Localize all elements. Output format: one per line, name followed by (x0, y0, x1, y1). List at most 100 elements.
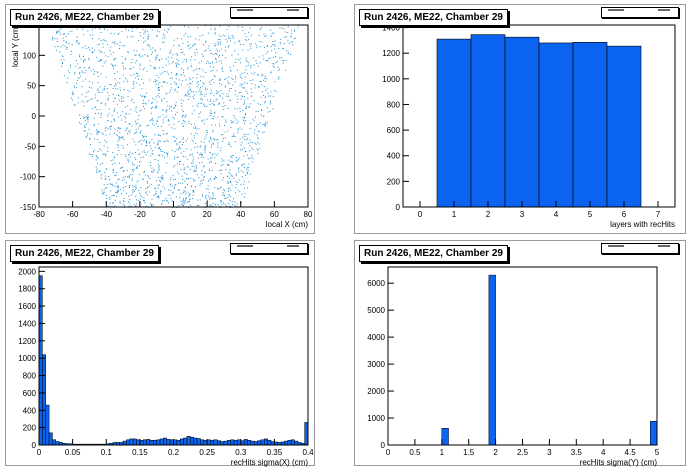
hit-point (151, 106, 153, 108)
hist-bin (190, 436, 194, 446)
hit-point (136, 131, 138, 133)
hit-point (100, 32, 102, 33)
hit-point (100, 39, 102, 41)
hit-point (209, 179, 211, 181)
hit-point (156, 36, 158, 37)
hit-point (214, 112, 216, 114)
hit-point (140, 130, 142, 132)
hit-point (129, 184, 131, 186)
hit-point (141, 95, 143, 97)
hit-point (171, 87, 173, 89)
hit-point (214, 187, 216, 189)
hit-point (76, 36, 78, 38)
hit-point (97, 44, 99, 46)
hit-point (252, 79, 254, 81)
hit-point (67, 70, 69, 72)
hit-point (105, 187, 107, 189)
hit-point (110, 84, 112, 86)
hit-point (130, 74, 132, 76)
hit-point (210, 84, 212, 85)
hit-point (141, 151, 143, 153)
hit-point (247, 167, 249, 169)
hist-bin (122, 440, 127, 446)
hit-point (247, 157, 249, 159)
hit-point (242, 176, 243, 178)
hit-point (228, 194, 230, 196)
hit-point (229, 66, 231, 68)
hit-point (182, 179, 184, 180)
hit-point (198, 84, 200, 86)
hit-point (212, 195, 214, 196)
hit-point (175, 62, 177, 64)
hit-point (80, 75, 82, 77)
hit-point (215, 59, 217, 61)
hit-point (90, 144, 91, 146)
hit-point (149, 185, 151, 187)
hit-point (255, 143, 257, 145)
hist-bin (142, 439, 147, 446)
y-tick-label: 3000 (367, 360, 385, 369)
hit-point (193, 190, 194, 192)
hit-point (165, 197, 167, 199)
hit-point (99, 148, 101, 150)
hit-point (111, 41, 113, 43)
hit-point (151, 167, 153, 169)
hit-point (178, 86, 180, 88)
hit-point (245, 107, 247, 109)
hit-point (52, 36, 53, 38)
hit-point (265, 123, 267, 125)
hit-point (152, 153, 154, 155)
hit-point (182, 115, 183, 117)
hit-point (161, 178, 163, 180)
hit-point (207, 47, 209, 49)
hit-point (248, 142, 250, 144)
hit-point (128, 186, 130, 188)
hit-point (236, 95, 238, 97)
hit-point (247, 154, 248, 156)
hit-point (122, 177, 124, 179)
hit-point (231, 54, 233, 56)
hit-point (78, 114, 80, 116)
hit-point (184, 180, 186, 182)
hit-point (162, 200, 164, 202)
hit-point (244, 116, 246, 118)
hit-point (194, 137, 196, 139)
hit-point (180, 84, 182, 86)
hit-point (132, 83, 134, 85)
hit-point (249, 158, 251, 160)
hit-point (203, 44, 205, 46)
hit-point (270, 71, 272, 73)
hit-point (109, 126, 111, 127)
hist-bin (488, 274, 496, 446)
hit-point (209, 50, 211, 51)
hist-bin (441, 428, 449, 446)
hit-point (131, 162, 133, 164)
hit-point (276, 61, 278, 63)
hit-point (168, 202, 169, 204)
hit-point (131, 58, 133, 60)
hit-point (259, 62, 261, 64)
x-tick-label: -40 (100, 210, 112, 219)
hit-point (174, 90, 176, 92)
hit-point (87, 132, 89, 134)
hit-point (260, 80, 262, 82)
hit-point (258, 87, 260, 88)
hit-point (174, 136, 175, 138)
hit-point (115, 192, 117, 194)
hit-point (119, 82, 121, 84)
hit-point (130, 205, 132, 207)
hit-point (193, 43, 195, 45)
hit-point (234, 201, 236, 203)
x-axis-title: recHits sigma(Y) (cm) (580, 458, 658, 467)
hit-point (182, 137, 184, 139)
hit-point (165, 172, 167, 174)
hit-point (246, 173, 248, 175)
hit-point (234, 141, 236, 143)
hit-point (191, 162, 193, 164)
hist-bin (257, 440, 262, 446)
plot-svg: 0 0.5 1 1.5 2 2.5 3 3.5 4 4.5 50100020003000400050… (367, 266, 660, 467)
hit-point (167, 73, 169, 75)
hit-point (104, 104, 106, 106)
hit-point (237, 129, 239, 131)
hit-point (261, 73, 263, 75)
